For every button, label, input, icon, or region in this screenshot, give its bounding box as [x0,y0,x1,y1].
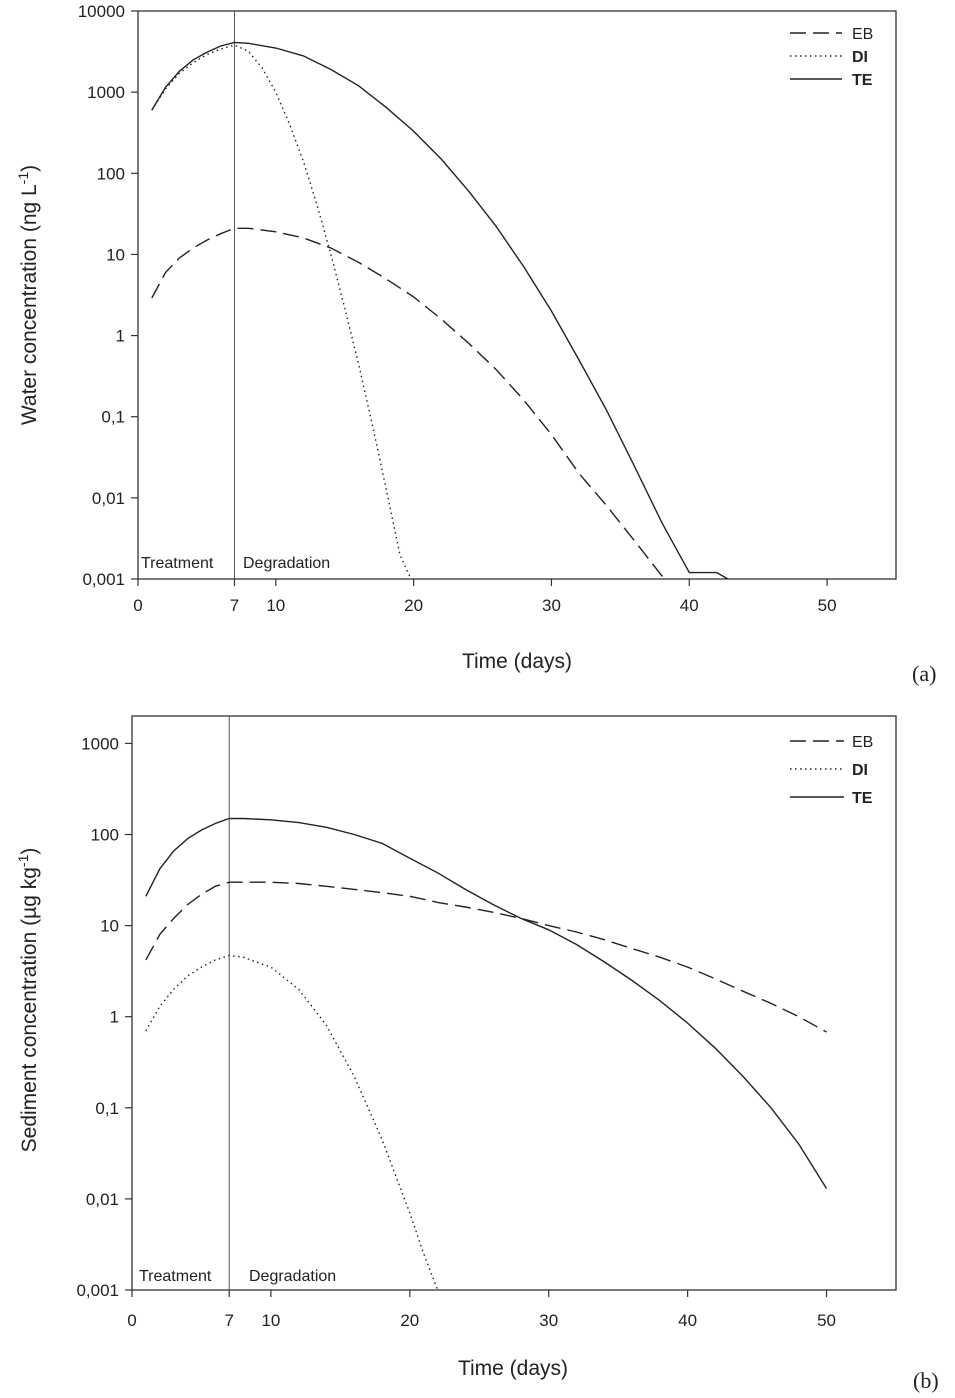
plot-frame [131,715,897,1291]
y-tick-label: 0,001 [82,570,125,589]
y-axis-title-suffix: ) [18,848,41,855]
legend: EB DI TE [790,26,873,89]
x-tick-label: 40 [680,596,699,615]
y-tick-label: 0,1 [95,1099,119,1118]
x-tick-label: 10 [266,596,285,615]
legend-label-eb: EB [852,26,873,43]
y-tick-label: 1 [110,1008,119,1027]
series-line-eb [145,881,827,1033]
y-tick-label: 100 [91,826,119,845]
x-axis-title: Time (days) [462,650,572,673]
legend-label-di: DI [852,762,868,779]
treatment-label: Treatment [141,555,214,572]
degradation-label: Degradation [249,1268,336,1285]
legend-label-te: TE [852,790,873,807]
y-tick-label: 0,01 [86,1190,119,1209]
y-axis-title-main: Water concentration (ng L [18,184,41,425]
x-tick-label: 7 [225,1311,234,1330]
panel-label: (a) [912,661,936,686]
legend-label-eb: EB [852,734,873,751]
y-tick-label: 10 [100,917,119,936]
y-tick-label: 10000 [78,2,125,21]
series-line-di [145,954,439,1290]
y-axis-title-suffix: ) [18,165,41,172]
treatment-label: Treatment [139,1268,212,1285]
y-tick-label: 0,001 [76,1281,119,1300]
x-axis-title: Time (days) [458,1357,568,1380]
y-tick-label: 1 [116,327,125,346]
x-tick-label: 20 [400,1311,419,1330]
x-tick-label: 50 [818,596,837,615]
chart-panel-a: 0,001 0,01 0,1 1 10 100 1000 10000 0 7 10 20 30 40 50 T… [15,2,936,686]
x-tick-label: 40 [678,1311,697,1330]
y-tick-label: 10 [106,245,125,264]
legend-label-te: TE [852,72,873,89]
x-tick-label: 7 [230,596,239,615]
y-tick-label: 1000 [81,734,119,753]
y-axis-title: Sediment concentration (µg kg-1) [15,848,41,1153]
series-line-eb [151,227,667,579]
y-tick-label: 1000 [87,83,125,102]
series-line-te [145,817,828,1189]
y-axis-title: Water concentration (ng L-1) [15,165,41,425]
series-line-di [151,44,412,579]
x-tick-label: 0 [133,596,142,615]
y-axis-title-main: Sediment concentration (µg kg [18,867,41,1152]
y-tick-label: 100 [97,164,125,183]
plot-frame [137,10,897,580]
chart-panel-b: 0,001 0,01 0,1 1 10 100 1000 0 7 10 20 30 40 50 Treatm… [15,715,939,1393]
y-tick-label: 0,01 [92,489,125,508]
y-axis-title-superscript: -1 [15,172,31,185]
y-tick-label: 0,1 [101,408,125,427]
x-tick-label: 10 [261,1311,280,1330]
x-tick-label: 30 [539,1311,558,1330]
x-tick-label: 20 [404,596,423,615]
degradation-label: Degradation [243,555,330,572]
x-tick-label: 30 [542,596,561,615]
x-tick-label: 0 [127,1311,136,1330]
x-tick-label: 50 [817,1311,836,1330]
panel-label: (b) [913,1368,939,1393]
series-line-te [151,41,729,579]
legend: EB DI TE [790,734,873,807]
y-axis-title-superscript: -1 [15,854,31,867]
legend-label-di: DI [852,49,868,66]
